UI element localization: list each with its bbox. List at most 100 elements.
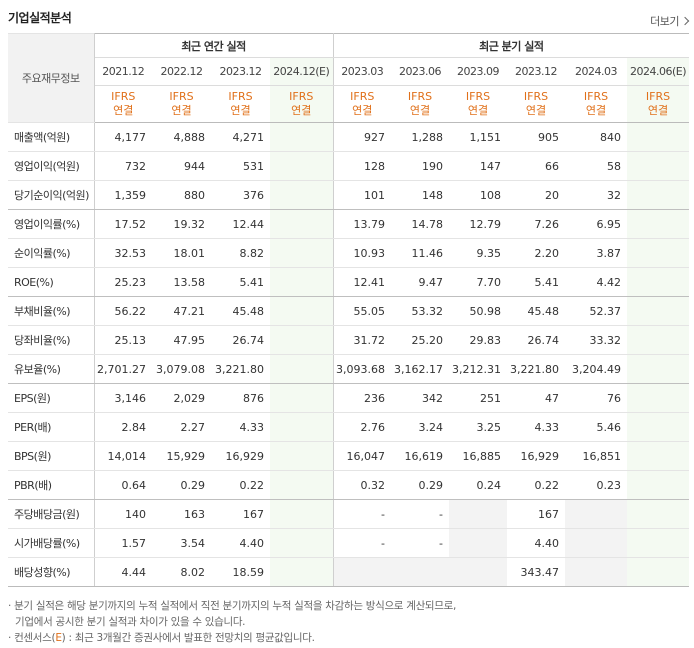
ifrs-basis-header: IFRS 연결 [449, 85, 508, 123]
table-cell: 25.13 [94, 325, 152, 355]
table-cell [627, 470, 690, 500]
table-cell: 2,701.27 [94, 354, 152, 384]
table-cell: 12.79 [449, 209, 508, 239]
table-cell: 25.20 [391, 325, 450, 355]
table-cell [627, 528, 690, 558]
table-cell: 47.95 [152, 325, 211, 355]
table-cell: 0.24 [449, 470, 508, 500]
table-cell: 905 [507, 122, 566, 152]
table-cell: 18.01 [152, 238, 211, 268]
ifrs-label: IFRS [169, 90, 194, 103]
label-header: 주요재무정보 [8, 33, 95, 123]
table-cell: 50.98 [449, 296, 508, 326]
table-cell: 7.26 [507, 209, 566, 239]
consolidated-label: 연결 [647, 104, 669, 117]
table-cell: 3,204.49 [565, 354, 628, 384]
table-cell: 18.59 [211, 557, 270, 587]
table-cell [270, 470, 334, 500]
consolidated-label: 연결 [113, 104, 134, 117]
table-cell [449, 499, 508, 529]
more-link[interactable]: 더보기 [650, 13, 690, 29]
table-cell: 0.32 [333, 470, 392, 500]
table-cell: 13.58 [152, 267, 211, 297]
row-label: 부채비율(%) [8, 296, 95, 326]
table-cell: 4.42 [565, 267, 628, 297]
table-cell: 876 [211, 383, 270, 413]
table-cell: 128 [333, 151, 392, 181]
table-cell [627, 180, 690, 210]
row-label: 영업이익(억원) [8, 151, 95, 181]
table-cell: 927 [333, 122, 392, 152]
table-cell: 16,929 [211, 441, 270, 471]
notes: · 분기 실적은 해당 분기까지의 누적 실적에서 직전 분기까지의 누적 실적… [8, 598, 456, 646]
ifrs-basis-header: IFRS 연결 [333, 85, 392, 123]
table-cell: 880 [152, 180, 211, 210]
ifrs-basis-header: IFRS 연결 [565, 85, 628, 123]
table-cell [627, 209, 690, 239]
table-cell [627, 412, 690, 442]
table-cell: 76 [565, 383, 628, 413]
column-date-header: 2021.12 [94, 57, 152, 86]
table-cell: 3.87 [565, 238, 628, 268]
table-cell: 2.84 [94, 412, 152, 442]
table-cell: 190 [391, 151, 450, 181]
table-cell: 31.72 [333, 325, 392, 355]
table-row: 매출액(억원) 4,177 4,888 4,271 927 1,288 1,151 905 84… [8, 122, 690, 152]
table-cell [270, 151, 334, 181]
table-cell: 4.40 [211, 528, 270, 558]
consolidated-label: 연결 [409, 104, 431, 117]
table-cell: 3.24 [391, 412, 450, 442]
table-cell: 32 [565, 180, 628, 210]
table-cell: - [391, 499, 450, 529]
financial-table: 주요재무정보 최근 연간 실적 최근 분기 실적 2021.12 2022.12 2… [8, 33, 690, 587]
table-cell: - [333, 528, 392, 558]
table-cell: 236 [333, 383, 392, 413]
table-cell [391, 557, 450, 587]
table-cell: 167 [507, 499, 566, 529]
column-date-header: 2022.12 [152, 57, 211, 86]
table-cell [270, 267, 334, 297]
table-cell: 16,619 [391, 441, 450, 471]
table-cell [627, 383, 690, 413]
table-row: ROE(%) 25.23 13.58 5.41 12.41 9.47 7.70 5.41 4.4… [8, 267, 690, 297]
column-date-header: 2023.06 [391, 57, 450, 86]
table-cell: 47 [507, 383, 566, 413]
table-cell [627, 325, 690, 355]
table-cell: 25.23 [94, 267, 152, 297]
table-cell [270, 296, 334, 326]
annual-group-header: 최근 연간 실적 [94, 33, 334, 58]
table-row: 배당성향(%) 4.44 8.02 18.59 343.47 [8, 557, 690, 587]
table-cell [270, 383, 334, 413]
table-cell: 0.64 [94, 470, 152, 500]
consolidated-label: 연결 [525, 104, 547, 117]
table-cell: 3,212.31 [449, 354, 508, 384]
table-cell: 251 [449, 383, 508, 413]
table-cell [270, 412, 334, 442]
table-cell [627, 499, 690, 529]
table-cell: 1,288 [391, 122, 450, 152]
table-row: 순이익률(%) 32.53 18.01 8.82 10.93 11.46 9.35 2.20 3… [8, 238, 690, 268]
table-cell: 4.40 [507, 528, 566, 558]
table-cell: - [391, 528, 450, 558]
table-cell: 148 [391, 180, 450, 210]
row-label: 배당성향(%) [8, 557, 95, 587]
row-label: 시가배당률(%) [8, 528, 95, 558]
table-cell [627, 557, 690, 587]
consolidated-label: 연결 [585, 104, 607, 117]
row-label: 유보율(%) [8, 354, 95, 384]
ifrs-label: IFRS [407, 90, 433, 103]
table-cell: 45.48 [211, 296, 270, 326]
table-cell: 16,885 [449, 441, 508, 471]
table-cell: 3,093.68 [333, 354, 392, 384]
table-row: BPS(원) 14,014 15,929 16,929 16,047 16,619 16,8… [8, 441, 690, 471]
row-label: BPS(원) [8, 441, 95, 471]
table-cell: 147 [449, 151, 508, 181]
table-cell [270, 209, 334, 239]
table-cell: 16,851 [565, 441, 628, 471]
table-cell: 32.53 [94, 238, 152, 268]
column-date-header: 2023.09 [449, 57, 508, 86]
table-cell: 66 [507, 151, 566, 181]
table-cell: 20 [507, 180, 566, 210]
table-cell: 2.27 [152, 412, 211, 442]
ifrs-basis-header: IFRS 연결 [94, 85, 152, 123]
